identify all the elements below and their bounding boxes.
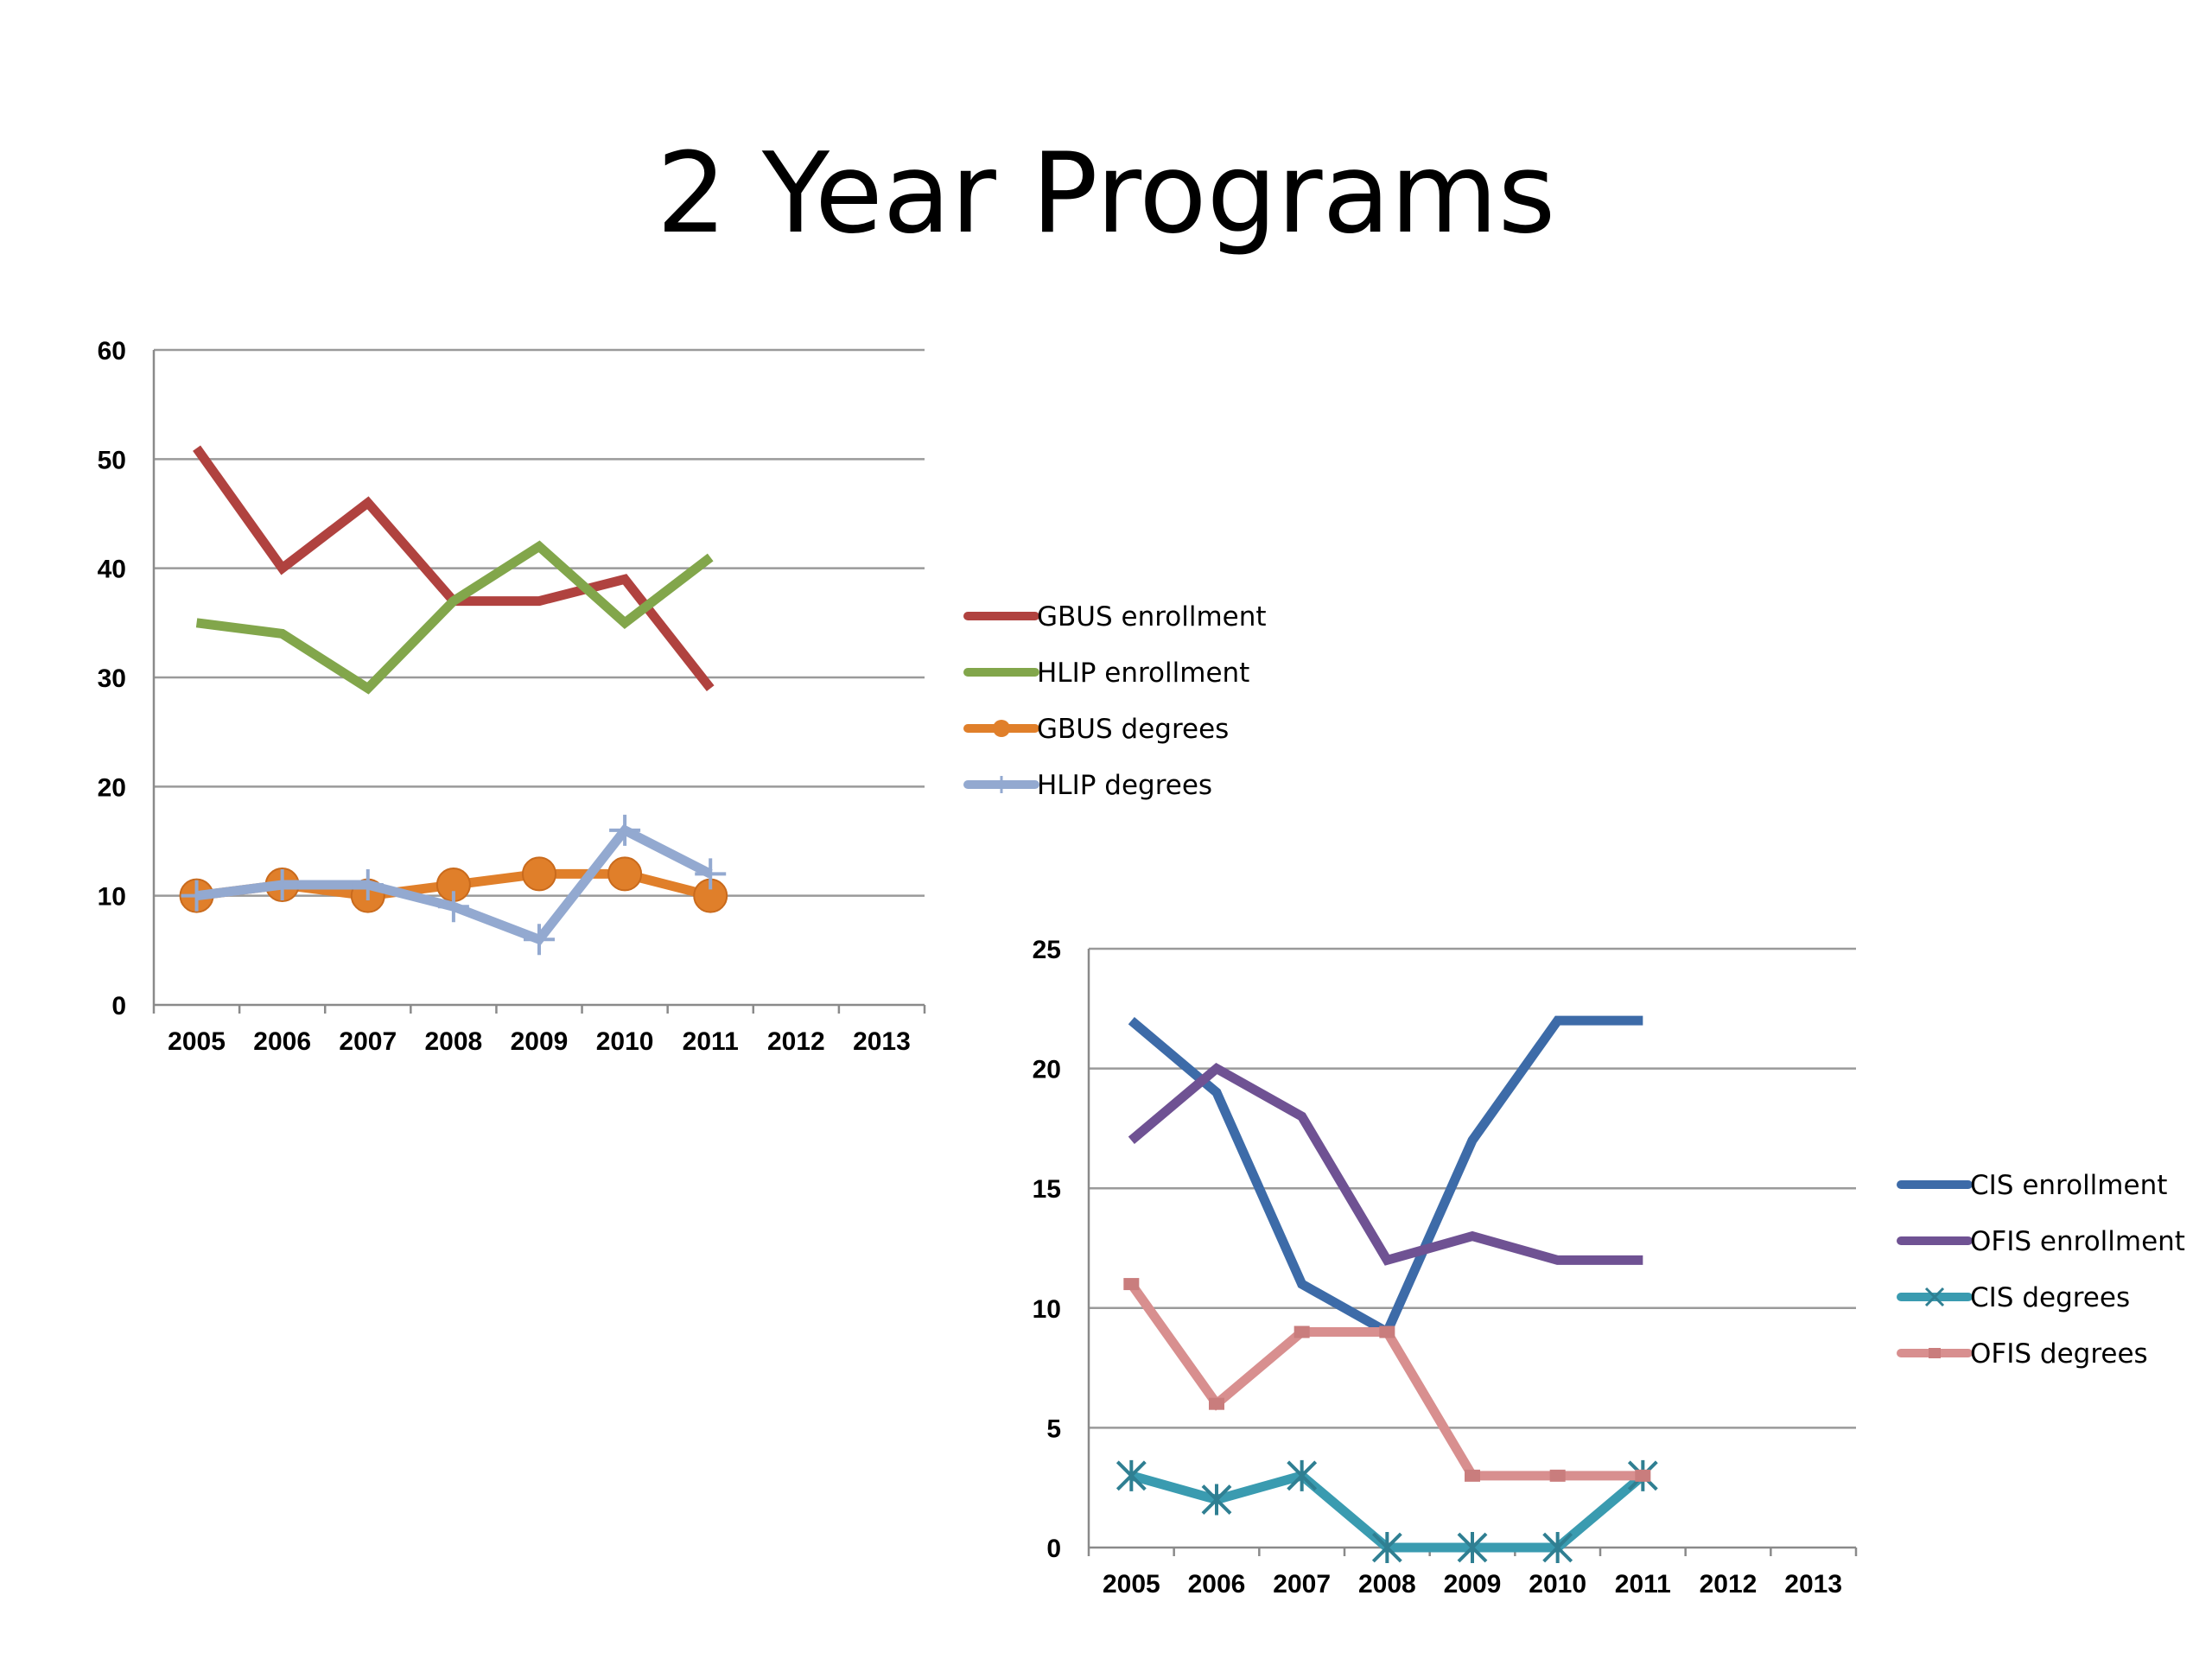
- chart-2yr-cis-ofis: 0 5 10 15 20 25 2005 2006 2007 2008 2009 2010 2011 20…: [1033, 936, 2185, 1599]
- series-ofis-enrollment: [1128, 1062, 1643, 1266]
- data-point: [524, 924, 555, 956]
- series-line: [195, 540, 714, 695]
- series-line: [1128, 1015, 1643, 1339]
- y-tick-label: 25: [1033, 936, 1061, 964]
- x-tick-label: 2012: [767, 1027, 825, 1056]
- x-tick-label: 2012: [1700, 1570, 1758, 1599]
- x-tick-label: 2005: [1103, 1570, 1160, 1599]
- series-hlip-enrollment: [195, 540, 714, 695]
- data-point: [609, 814, 641, 846]
- legend-item: OFIS degrees: [1897, 1338, 2148, 1370]
- series-ofis-degrees: [1123, 1278, 1651, 1482]
- x-tick-label: 2011: [683, 1027, 739, 1056]
- data-point: [1457, 1532, 1488, 1563]
- x-tick-label: 2013: [853, 1027, 911, 1056]
- data-point: [1379, 1325, 1395, 1338]
- y-tick-label: 30: [98, 664, 126, 693]
- x-tick-label: 2009: [1444, 1570, 1502, 1599]
- legend-item: OFIS enrollment: [1897, 1226, 2185, 1257]
- data-point: [1201, 1484, 1232, 1516]
- data-point: [1465, 1469, 1480, 1482]
- y-tick-label: 40: [98, 556, 126, 584]
- y-tick-label: 20: [1033, 1056, 1061, 1084]
- data-point: [695, 858, 727, 890]
- x-tick-label: 2006: [253, 1027, 311, 1056]
- data-point: [1123, 1278, 1140, 1291]
- legend-label: OFIS enrollment: [1970, 1226, 2185, 1257]
- data-point: [1294, 1325, 1310, 1338]
- legend-marker: [1929, 1348, 1941, 1358]
- legend-marker: [993, 776, 1010, 793]
- data-point: [352, 869, 384, 901]
- y-tick-label: 60: [98, 337, 126, 365]
- x-tick-label: 2011: [1615, 1570, 1671, 1599]
- x-tick-label: 2005: [168, 1027, 226, 1056]
- data-point: [181, 880, 213, 912]
- data-point: [522, 856, 556, 892]
- legend-label: CIS degrees: [1970, 1282, 2130, 1313]
- data-point: [1116, 1459, 1147, 1491]
- slide-title: 2 Year Programs: [656, 130, 1556, 258]
- data-point: [1542, 1532, 1573, 1563]
- series-line: [1127, 1281, 1643, 1481]
- legend-label: HLIP enrollment: [1037, 658, 1249, 689]
- x-tick-label: 2009: [511, 1027, 569, 1056]
- x-tick-label: 2006: [1188, 1570, 1246, 1599]
- legend-label: CIS enrollment: [1970, 1170, 2167, 1201]
- y-tick-label: 15: [1033, 1175, 1061, 1204]
- x-tick-label: 2007: [1273, 1570, 1331, 1599]
- legend-label: GBUS degrees: [1037, 714, 1229, 745]
- y-tick-label: 10: [98, 883, 126, 912]
- legend-label: OFIS degrees: [1970, 1338, 2148, 1370]
- legend-item: GBUS degrees: [963, 714, 1229, 745]
- x-tick-label: 2013: [1784, 1570, 1842, 1599]
- legend-item: CIS enrollment: [1897, 1170, 2167, 1201]
- x-tick-label: 2008: [1358, 1570, 1416, 1599]
- series-cis-degrees: [1116, 1459, 1658, 1563]
- chart-2yr-gbus-hlip: 0 10 20 30 40 50 60 2005 2006 2007 2008 2009 2010 201…: [98, 337, 1267, 1056]
- legend-item: CIS degrees: [1897, 1282, 2130, 1313]
- y-tick-label: 0: [111, 992, 126, 1020]
- y-tick-label: 0: [1046, 1535, 1061, 1563]
- data-point: [1635, 1469, 1651, 1482]
- legend-item: GBUS enrollment: [963, 601, 1267, 632]
- x-tick-label: 2008: [425, 1027, 483, 1056]
- legend-label: GBUS enrollment: [1037, 601, 1267, 632]
- data-point: [1287, 1459, 1318, 1491]
- data-point: [607, 856, 643, 892]
- x-tick-label: 2010: [1529, 1570, 1586, 1599]
- data-point: [1549, 1469, 1566, 1482]
- y-tick-label: 5: [1046, 1414, 1061, 1443]
- y-tick-label: 20: [98, 773, 126, 802]
- legend-marker: [1924, 1287, 1945, 1307]
- data-point: [1209, 1397, 1224, 1410]
- legend-item: HLIP enrollment: [963, 658, 1249, 689]
- x-tick-label: 2010: [596, 1027, 654, 1056]
- data-point: [1371, 1532, 1402, 1563]
- y-tick-label: 10: [1033, 1295, 1061, 1324]
- legend-item: HLIP degrees: [963, 770, 1212, 801]
- series-cis-enrollment: [1128, 1015, 1643, 1339]
- y-tick-label: 50: [98, 446, 126, 474]
- legend-label: HLIP degrees: [1037, 770, 1212, 801]
- legend-marker: [993, 720, 1010, 737]
- data-point: [437, 891, 469, 923]
- series-hlip-degrees: [181, 814, 727, 956]
- data-point: [266, 869, 298, 901]
- series-line: [1128, 1062, 1643, 1266]
- x-tick-label: 2007: [339, 1027, 397, 1056]
